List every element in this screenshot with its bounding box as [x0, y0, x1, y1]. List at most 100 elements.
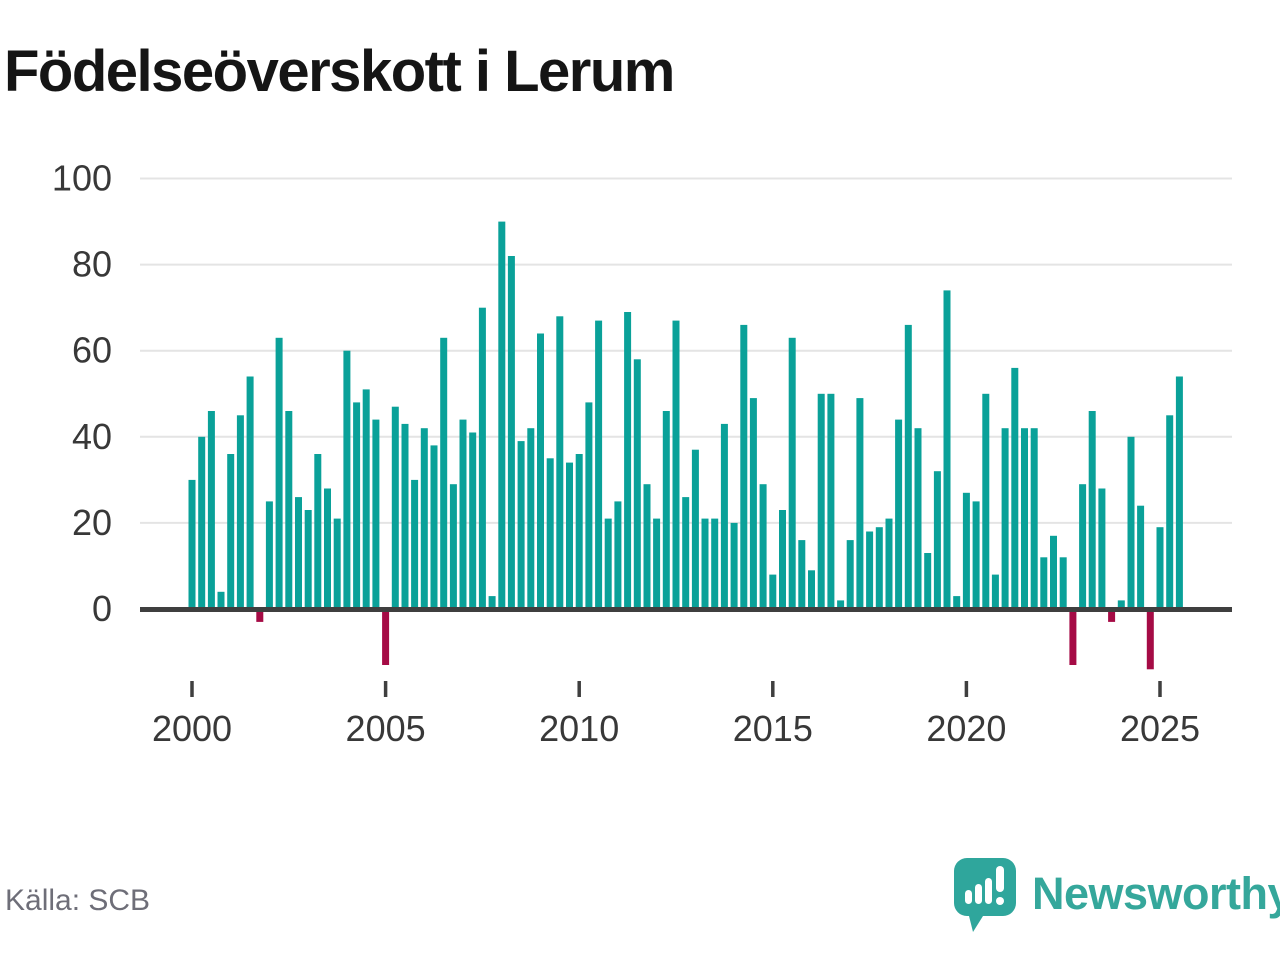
y-tick-label: 40 [72, 416, 112, 457]
bar [788, 337, 796, 610]
bar [1001, 428, 1009, 610]
bar [420, 428, 428, 610]
x-tick-label: 2000 [152, 708, 232, 749]
bar [943, 290, 951, 610]
bar [885, 518, 893, 610]
x-axis-line [140, 607, 1232, 612]
negative-bar [1108, 608, 1116, 622]
bar [478, 307, 486, 610]
zero-axis-line [140, 607, 1232, 612]
bar [527, 428, 535, 610]
bar [662, 411, 670, 610]
bar [314, 454, 322, 610]
bar [653, 518, 661, 610]
bar [1175, 376, 1183, 610]
y-tick-label: 100 [52, 158, 112, 199]
bar [517, 441, 525, 610]
bar [246, 376, 254, 610]
bar [440, 337, 448, 610]
bar [469, 432, 477, 610]
bar [401, 423, 409, 610]
bar [488, 596, 496, 610]
bar [1030, 428, 1038, 610]
bar [353, 402, 361, 610]
bar [295, 497, 302, 610]
y-axis-tick-labels: 0 20 40 60 80 100 [52, 158, 112, 630]
bar [430, 445, 438, 610]
bar [779, 510, 786, 610]
bar [991, 574, 999, 610]
negative-bar [1069, 608, 1077, 665]
bar [285, 411, 293, 610]
bar [720, 423, 728, 610]
bar [1040, 557, 1048, 610]
x-axis-tick-labels: 2000 2005 2010 2015 2020 2025 [152, 681, 1200, 749]
bar [682, 497, 690, 610]
bar [324, 488, 331, 610]
bar [275, 337, 283, 610]
bar [546, 458, 554, 610]
bar [498, 221, 506, 610]
bar [972, 501, 980, 610]
y-tick-label: 60 [72, 330, 112, 371]
bar [362, 389, 370, 610]
bar [808, 570, 815, 610]
bar [759, 484, 767, 610]
negative-bar [256, 608, 264, 622]
bar [391, 406, 399, 610]
bar [740, 324, 748, 610]
y-tick-label: 0 [92, 588, 112, 629]
x-tick-label: 2005 [346, 708, 426, 749]
bar [837, 600, 845, 610]
bar [624, 312, 632, 610]
bar [895, 419, 903, 610]
bar [933, 471, 941, 610]
bar [1088, 411, 1096, 610]
bar [411, 479, 419, 610]
bar [1050, 535, 1057, 610]
bar [217, 591, 225, 610]
bar [643, 484, 651, 610]
x-tick-label: 2025 [1120, 708, 1200, 749]
bar [575, 454, 583, 610]
bar [691, 449, 699, 610]
bar [585, 402, 593, 610]
bar [449, 484, 457, 610]
bar [207, 411, 215, 610]
bar [595, 320, 603, 610]
bar [846, 540, 854, 610]
bar [614, 501, 622, 610]
y-tick-label: 20 [72, 502, 112, 543]
bar [953, 596, 961, 610]
bar [566, 462, 573, 610]
bar [604, 518, 612, 610]
bar [982, 393, 990, 611]
bar [304, 510, 312, 610]
bar [1059, 557, 1067, 610]
bar [227, 454, 235, 610]
bar [1098, 488, 1106, 610]
bar [372, 419, 380, 610]
negative-bar [382, 608, 390, 665]
bar [711, 518, 719, 610]
bar [827, 393, 835, 611]
page-title: Födelseöverskott i Lerum [4, 39, 675, 104]
negative-bar [1146, 608, 1154, 670]
brand-name: Newsworthy [1032, 868, 1280, 919]
speech-bubble-bar-chart-icon [954, 858, 1016, 932]
bar [701, 518, 709, 610]
bar [749, 398, 757, 610]
x-tick-label: 2010 [539, 708, 619, 749]
bar [556, 316, 564, 610]
bar [769, 574, 777, 610]
bar [1156, 527, 1164, 610]
newsworthy-logo: Newsworthy [952, 856, 1280, 934]
bar [333, 518, 341, 610]
source-attribution: Källa: SCB [5, 884, 151, 917]
bar [1079, 484, 1087, 610]
bar [817, 393, 825, 611]
bar [730, 522, 738, 610]
x-tick-label: 2015 [733, 708, 813, 749]
bar [904, 324, 912, 610]
bar [198, 436, 206, 610]
